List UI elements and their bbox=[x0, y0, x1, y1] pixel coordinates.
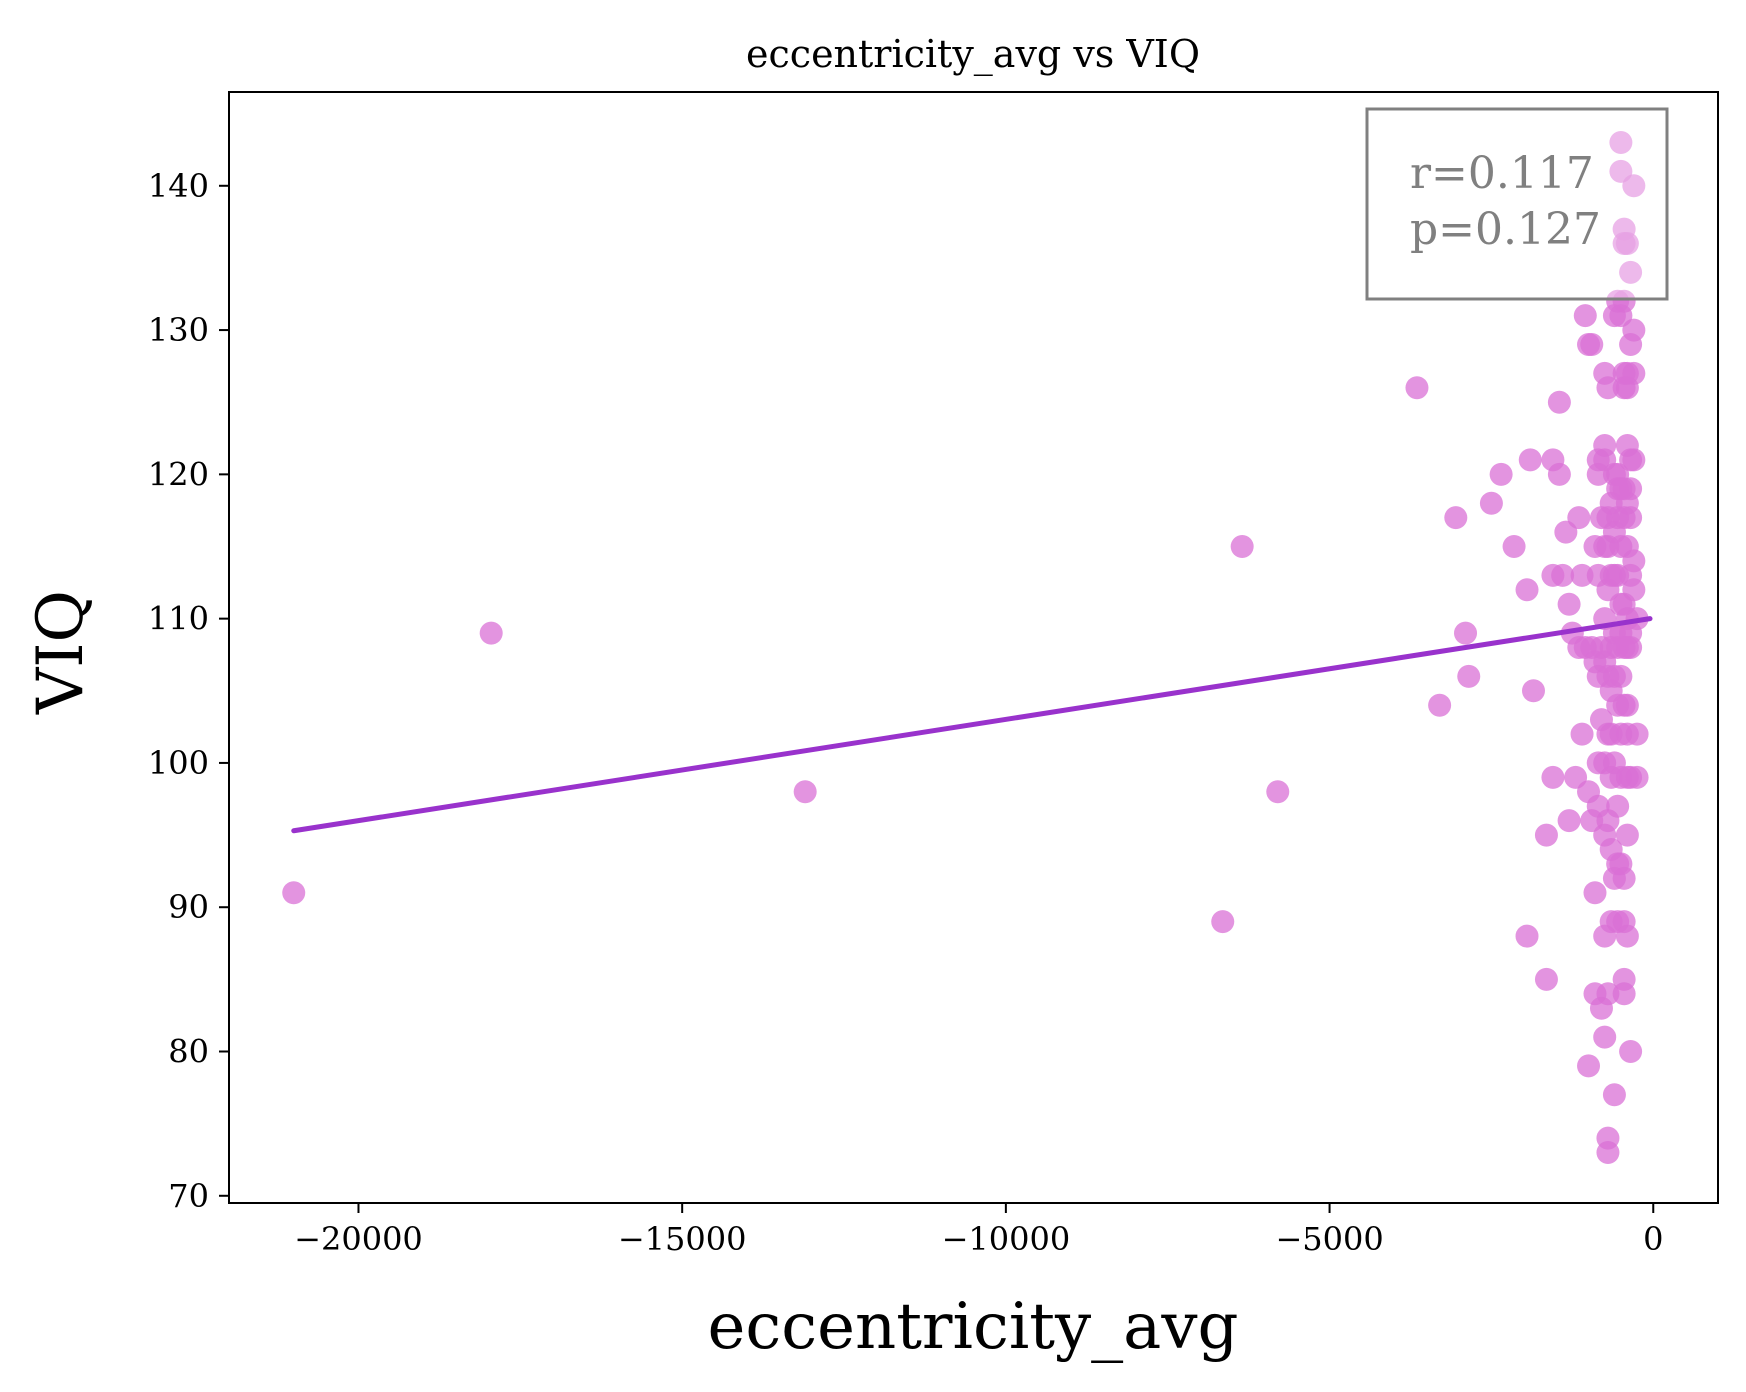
data-point bbox=[1534, 967, 1558, 991]
data-point bbox=[1619, 506, 1643, 530]
data-point bbox=[282, 881, 306, 905]
data-point bbox=[1547, 462, 1571, 486]
data-point bbox=[1609, 131, 1633, 154]
data-point bbox=[1619, 636, 1643, 659]
chart-title: eccentricity_avg vs VIQ bbox=[746, 32, 1200, 77]
data-point bbox=[1615, 823, 1639, 847]
data-point bbox=[1596, 1141, 1620, 1164]
data-point bbox=[1454, 621, 1478, 645]
data-point bbox=[1596, 982, 1620, 1006]
data-point bbox=[479, 621, 503, 645]
data-point bbox=[1596, 376, 1620, 400]
plot-frame bbox=[228, 91, 1719, 1204]
data-point bbox=[1609, 664, 1633, 688]
data-point bbox=[1428, 693, 1452, 717]
x-axis-label: eccentricity_avg bbox=[708, 1290, 1239, 1364]
data-point bbox=[1615, 924, 1639, 948]
data-point bbox=[1606, 794, 1630, 818]
data-point bbox=[793, 780, 817, 804]
data-point bbox=[1567, 506, 1591, 530]
x-tick-label: −15000 bbox=[618, 1220, 747, 1258]
stats-box bbox=[1365, 107, 1669, 301]
data-point bbox=[1612, 982, 1636, 1006]
y-tick-label: 100 bbox=[148, 744, 209, 782]
y-axis-label: VIQ bbox=[24, 590, 98, 715]
data-point bbox=[1622, 174, 1646, 198]
data-point bbox=[1612, 866, 1636, 890]
data-point bbox=[1622, 361, 1646, 385]
y-tick-label: 70 bbox=[168, 1177, 209, 1215]
y-tick-label: 90 bbox=[168, 888, 209, 926]
axes: −20000 −15000 −10000 −5000 0 70 80 90 100 110 120 1… bbox=[148, 91, 1719, 1258]
y-tick-label: 140 bbox=[148, 167, 209, 205]
data-point bbox=[1521, 679, 1545, 703]
data-point bbox=[1515, 924, 1539, 948]
r-value-label: r=0.117 bbox=[1410, 148, 1594, 199]
x-tick-label: −20000 bbox=[294, 1220, 423, 1258]
data-point bbox=[1557, 592, 1581, 616]
data-point bbox=[1577, 1054, 1601, 1078]
data-point bbox=[1479, 491, 1503, 515]
data-point bbox=[1619, 260, 1643, 284]
data-point bbox=[1502, 535, 1526, 558]
data-point bbox=[1622, 578, 1646, 602]
data-point bbox=[1518, 448, 1542, 472]
x-tick-label: −5000 bbox=[1275, 1220, 1383, 1258]
data-point bbox=[1583, 881, 1607, 905]
x-tick-label: 0 bbox=[1643, 1220, 1663, 1258]
data-point bbox=[1625, 765, 1649, 789]
data-point bbox=[1551, 563, 1575, 587]
data-point bbox=[1593, 1025, 1617, 1049]
p-value-label: p=0.127 bbox=[1410, 204, 1601, 255]
data-point bbox=[1570, 722, 1594, 746]
data-point bbox=[1615, 232, 1639, 255]
data-point bbox=[1622, 318, 1646, 342]
data-point bbox=[1557, 809, 1581, 833]
data-point bbox=[1622, 448, 1646, 472]
regression-line bbox=[291, 616, 1653, 834]
data-point bbox=[1266, 780, 1290, 804]
data-point bbox=[1515, 578, 1539, 602]
data-point bbox=[1625, 722, 1649, 746]
data-point bbox=[1602, 1083, 1626, 1107]
data-point bbox=[1457, 664, 1481, 688]
data-point bbox=[1619, 1040, 1643, 1063]
fit-line-layer bbox=[291, 616, 1653, 834]
y-tick-label: 120 bbox=[148, 455, 209, 493]
data-point bbox=[1444, 506, 1468, 530]
data-point bbox=[1580, 333, 1604, 356]
data-point bbox=[1541, 765, 1565, 789]
data-point bbox=[1230, 535, 1254, 558]
data-point bbox=[1612, 289, 1636, 313]
data-point bbox=[1211, 910, 1235, 934]
points-layer bbox=[282, 131, 1649, 1164]
data-point bbox=[1547, 390, 1571, 414]
y-tick-label: 80 bbox=[168, 1033, 209, 1071]
y-tick-label: 130 bbox=[148, 311, 209, 349]
data-point bbox=[1622, 549, 1646, 573]
data-point bbox=[1615, 693, 1639, 717]
data-point bbox=[1570, 563, 1594, 587]
data-point bbox=[1619, 477, 1643, 501]
x-tick-label: −10000 bbox=[942, 1220, 1071, 1258]
y-tick-label: 110 bbox=[148, 600, 209, 638]
data-point bbox=[1405, 376, 1429, 400]
data-point bbox=[1489, 462, 1513, 486]
data-point bbox=[1534, 823, 1558, 847]
data-point bbox=[1573, 304, 1597, 328]
